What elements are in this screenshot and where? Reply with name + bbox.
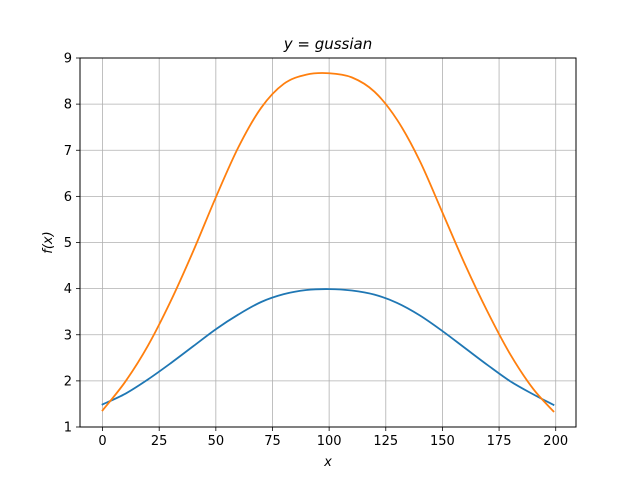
y-axis-label: f(x) [41, 231, 56, 253]
y-tick-label: 5 [64, 236, 72, 251]
series-line-2 [101, 72, 555, 413]
x-tick-label: 50 [208, 434, 225, 449]
x-tick-label: 0 [98, 434, 106, 449]
y-tick-label: 6 [64, 190, 72, 205]
x-tick-label: 175 [487, 434, 512, 449]
x-tick-label: 100 [317, 434, 342, 449]
x-tick-label: 75 [264, 434, 281, 449]
y-tick-label: 9 [64, 52, 72, 67]
y-tick-label: 4 [64, 282, 72, 297]
y-tick-label: 2 [64, 374, 72, 389]
x-tick-label: 150 [430, 434, 455, 449]
x-tick-label: 25 [151, 434, 168, 449]
x-tick-label: 125 [373, 434, 398, 449]
y-tick-label: 8 [64, 98, 72, 113]
series-line-1 [101, 288, 555, 407]
y-tick-label: 1 [64, 421, 72, 436]
x-axis-label: x [323, 455, 332, 470]
y-tick-label: 3 [64, 328, 72, 343]
series-layer [101, 72, 555, 413]
x-tick-label: 200 [543, 434, 568, 449]
ticks: 0 25 50 75 100 125 150 175 200 1 2 3 4 5 6 7 8 9 [64, 52, 568, 450]
chart-title: y = gussian [283, 35, 373, 53]
y-tick-label: 7 [64, 144, 72, 159]
